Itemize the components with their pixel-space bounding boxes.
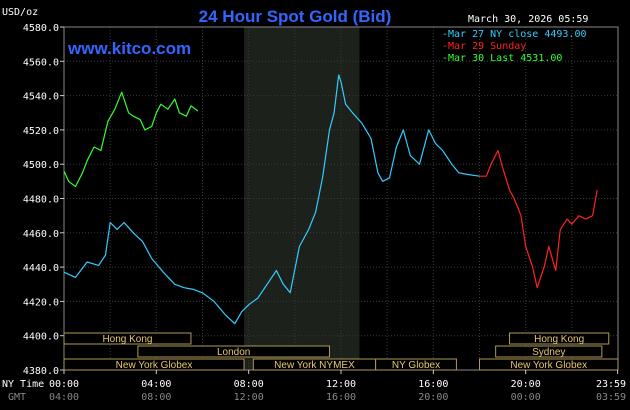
units-label: USD/oz [2,7,38,18]
timestamp: March 30, 2026 05:59 [468,14,588,25]
x-axis: 00:00 04:00 04:00 08:00 08:00 12:00 12:00 16:00… [49,370,626,403]
series-line [63,91,199,188]
session-label: London [217,347,250,358]
legend-entry: -Mar 27 NY close 4493.00 [442,29,587,40]
kitco-watermark: www.kitco.com [67,39,191,58]
x-tick-label-gmt: 20:00 [418,392,448,403]
x-tick-label-ny: 20:00 [511,379,541,390]
x-tick-label-gmt: 08:00 [141,392,171,403]
y-tick-label: 4500.0 [23,160,59,171]
y-tick-label: 4520.0 [23,126,59,137]
legend-entry: -Mar 29 Sunday [442,41,526,52]
x-tick-label-ny: 16:00 [418,379,448,390]
y-axis: 4580.0 4560.0 4540.0 4520.0 4500.0 4480.0 4460… [23,23,64,377]
session-bar [479,358,619,371]
x-tick-label-gmt: 04:00 [49,392,79,403]
session-label: Hong Kong [534,334,584,345]
y-tick-label: 4380.0 [23,366,59,377]
x-tick-label-gmt: 00:00 [511,392,541,403]
session-bar [375,358,457,371]
session-label: New York NYMEX [274,360,355,371]
y-tick-label: 4440.0 [23,263,59,274]
y-tick-label: 4420.0 [23,297,59,308]
session-bar [63,332,192,345]
x-tick-label-gmt: 16:00 [326,392,356,403]
legend: -Mar 27 NY close 4493.00-Mar 29 Sunday-M… [442,29,587,64]
series-line [63,74,480,325]
y-tick-label: 4400.0 [23,332,59,343]
x-tick-label-ny: 00:00 [49,379,79,390]
series-group [63,74,598,325]
y-tick-label: 4480.0 [23,195,59,206]
x-tick-label-gmt: 12:00 [234,392,264,403]
y-tick-label: 4460.0 [23,229,59,240]
y-tick-label: 4560.0 [23,57,59,68]
session-bar [509,332,610,345]
x-tick-label-gmt: 03:59 [596,392,626,403]
x-tick-label-ny: 04:00 [141,379,171,390]
series-line [479,149,598,289]
y-tick-label: 4540.0 [23,92,59,103]
gmt-label: GMT [8,392,26,403]
ny-time-label: NY Time [2,379,44,390]
x-tick-label-ny: 23:59 [596,379,626,390]
session-bar [137,345,330,358]
session-label: NY Globex [392,360,440,371]
y-tick-label: 4580.0 [23,23,59,34]
session-label: Hong Kong [102,334,152,345]
x-tick-label-ny: 08:00 [234,379,264,390]
session-bar [495,345,603,358]
session-bar [63,358,245,371]
session-label: Sydney [532,347,565,358]
chart-title: 24 Hour Spot Gold (Bid) [199,7,392,26]
x-tick-label-ny: 12:00 [326,379,356,390]
session-label: New York Globex [510,360,587,371]
session-label: New York Globex [116,360,193,371]
legend-entry: -Mar 30 Last 4531.00 [442,53,562,64]
trading-sessions: Hong Kong London New York Globex New York N… [63,332,619,371]
